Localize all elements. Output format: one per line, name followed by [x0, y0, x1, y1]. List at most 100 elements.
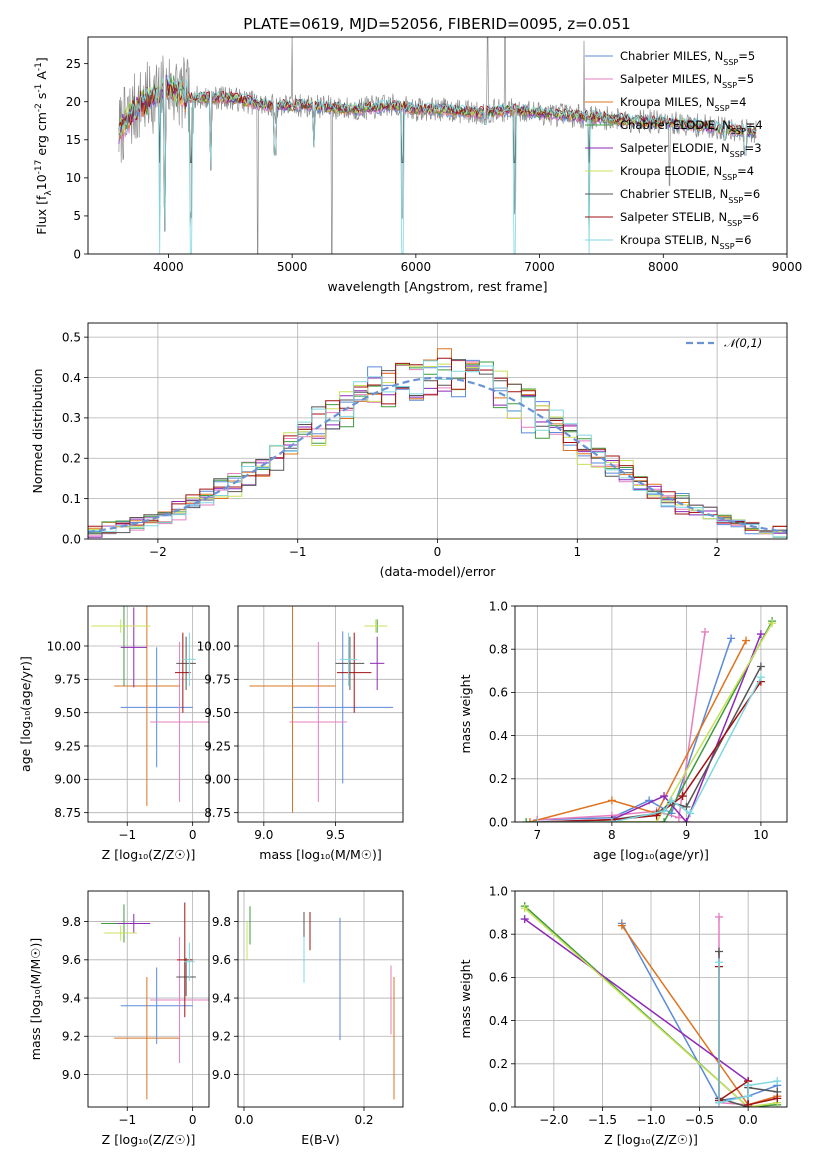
y-tick-label: 1.0: [489, 599, 508, 613]
y-tick-label: 8.75: [204, 806, 231, 820]
legend-label-name: Kroupa MILES, N: [620, 95, 715, 109]
weight-line: [524, 907, 778, 1107]
y-tick-label: 9.00: [204, 773, 231, 787]
y-tick-label: 9.50: [54, 706, 81, 720]
legend-label-count: =4: [737, 164, 754, 178]
weight-series-kroupa-stelib: [715, 958, 782, 1107]
y-tick-label: 0.2: [62, 452, 81, 466]
y-tick-label: 9.8: [62, 915, 81, 929]
error-bar-kroupa-miles: [114, 977, 180, 1100]
weight-marker: [660, 807, 669, 816]
axes-frame: [87, 322, 788, 540]
error-bar-salpeter-stelib: [337, 632, 372, 713]
x-axis-label: Z [log₁₀(Z/Z☉)]: [604, 1132, 698, 1147]
y-tick-label: 25: [66, 57, 81, 71]
y-tick-label: 0.4: [489, 1014, 508, 1028]
weight-marker: [715, 947, 723, 956]
weight-marker: [744, 1092, 753, 1101]
weight-marker: [715, 912, 723, 921]
age-vs-mass-panel: 9.0 9.5 8.75 9.00 9.25 9.50 9.75 10.00 mass [log…: [197, 605, 404, 862]
x-tick-label: 6000: [401, 260, 432, 274]
x-tick-label: −1.0: [636, 1113, 665, 1127]
y-axis-label-part: -2: [34, 103, 44, 112]
x-tick-label: −2: [149, 545, 167, 559]
y-tick-label: 9.6: [62, 953, 81, 967]
plot-area: [118, 37, 757, 254]
weight-marker: [660, 818, 669, 822]
x-tick-label: 0.0: [739, 1113, 758, 1127]
error-bar-kroupa-miles: [114, 606, 180, 806]
legend-label: Chabrier STELIB, NSSP=6: [620, 187, 760, 205]
error-bar-kroupa-elodie: [364, 619, 388, 633]
y-tick-label: 9.00: [54, 773, 81, 787]
y-axis-label: mass weight: [458, 959, 473, 1038]
y-axis-label-part: -1: [34, 84, 44, 93]
mass-vs-metallicity-panel: −1 0 9.0 9.2 9.4 9.6 9.8 Z [log₁₀(Z/Z☉)] mass [l…: [28, 890, 210, 1147]
y-tick-label: 9.75: [204, 673, 231, 687]
weight-marker: [607, 796, 616, 805]
weight-series-kroupa-stelib: [533, 673, 765, 822]
model-spectrum-line-salpeter-stelib: [118, 79, 757, 232]
legend-label-count: =4: [730, 95, 747, 109]
legend-label: Salpeter STELIB, NSSP=6: [620, 210, 759, 228]
x-tick-label: 7000: [524, 260, 555, 274]
y-tick-label: 0.0: [62, 532, 81, 546]
x-tick-label: 0: [434, 545, 442, 559]
y-tick-label: 0.1: [62, 492, 81, 506]
axis-ticks: −2.0 −1.5 −1.0 −0.5 0.0 0.0 0.2 0.4 0.6 0.8 1.0: [489, 884, 758, 1127]
x-tick-label: −1: [289, 545, 307, 559]
weight-line: [526, 620, 773, 822]
axes-frame: [87, 890, 210, 1108]
y-tick-label: 9.6: [212, 953, 231, 967]
error-bar-salpeter-miles: [150, 642, 209, 802]
legend-label: Chabrier ELODIE, NSSP=4: [620, 118, 763, 136]
x-axis-label: age [log₁₀(age/yr)]: [593, 847, 709, 862]
x-tick-label: 8: [608, 828, 616, 842]
error-bar-kroupa-stelib: [184, 942, 195, 981]
plot-area: [88, 348, 787, 538]
x-tick-label: −1: [118, 828, 136, 842]
plot-area: [522, 617, 777, 822]
x-axis-label: Z [log₁₀(Z/Z☉)]: [102, 1132, 196, 1147]
weight-marker: [773, 1077, 782, 1086]
residual-histogram-kroupa-stelib: [88, 360, 787, 538]
y-axis-label-part: λ: [44, 190, 54, 196]
axis-ticks: 9.0 9.5 8.75 9.00 9.25 9.50 9.75 10.00: [197, 639, 345, 842]
x-tick-label: −1: [118, 1113, 136, 1127]
y-tick-label: 5: [73, 209, 81, 223]
weight-line: [529, 640, 747, 822]
legend-label-name: Kroupa STELIB, N: [620, 233, 720, 247]
y-axis-label-part: A: [34, 71, 49, 84]
weight-marker: [756, 662, 765, 671]
legend-label-name: Salpeter STELIB, N: [620, 210, 727, 224]
legend-label-subscript: SSP: [730, 150, 745, 159]
y-axis-label-part: -17: [34, 160, 44, 175]
y-tick-label: 0.2: [489, 772, 508, 786]
normal-distribution-curve: [88, 376, 787, 533]
y-tick-label: 0.2: [489, 1057, 508, 1071]
x-tick-label: −2.0: [539, 1113, 568, 1127]
x-tick-label: 5000: [277, 260, 308, 274]
legend-label-subscript: SSP: [728, 196, 743, 205]
plot-area: [520, 902, 782, 1107]
error-bar-chabrier-miles: [120, 647, 193, 768]
legend-label-count: =6: [743, 187, 760, 201]
legend-label: Chabrier MILES, NSSP=5: [620, 49, 755, 67]
y-axis-label-part: s: [34, 93, 49, 104]
error-bar-salpeter-stelib: [174, 632, 191, 713]
weight-line: [621, 923, 778, 1102]
error-bar-salpeter-stelib: [176, 902, 193, 1018]
weight-marker: [715, 958, 723, 967]
legend-label-count: =6: [735, 233, 752, 247]
grid-lines: [238, 891, 403, 1107]
weight-line: [537, 638, 732, 821]
weight-line: [611, 633, 762, 822]
y-tick-label: 9.8: [212, 915, 231, 929]
y-tick-label: 1.0: [489, 884, 508, 898]
weight-marker: [727, 634, 736, 643]
plot-area: [91, 606, 209, 806]
x-tick-label: 10: [753, 828, 768, 842]
axis-ticks: −1 0 8.75 9.00 9.25 9.50 9.75 10.00: [47, 639, 197, 842]
weight-marker: [533, 818, 542, 822]
weight-marker: [520, 915, 529, 924]
